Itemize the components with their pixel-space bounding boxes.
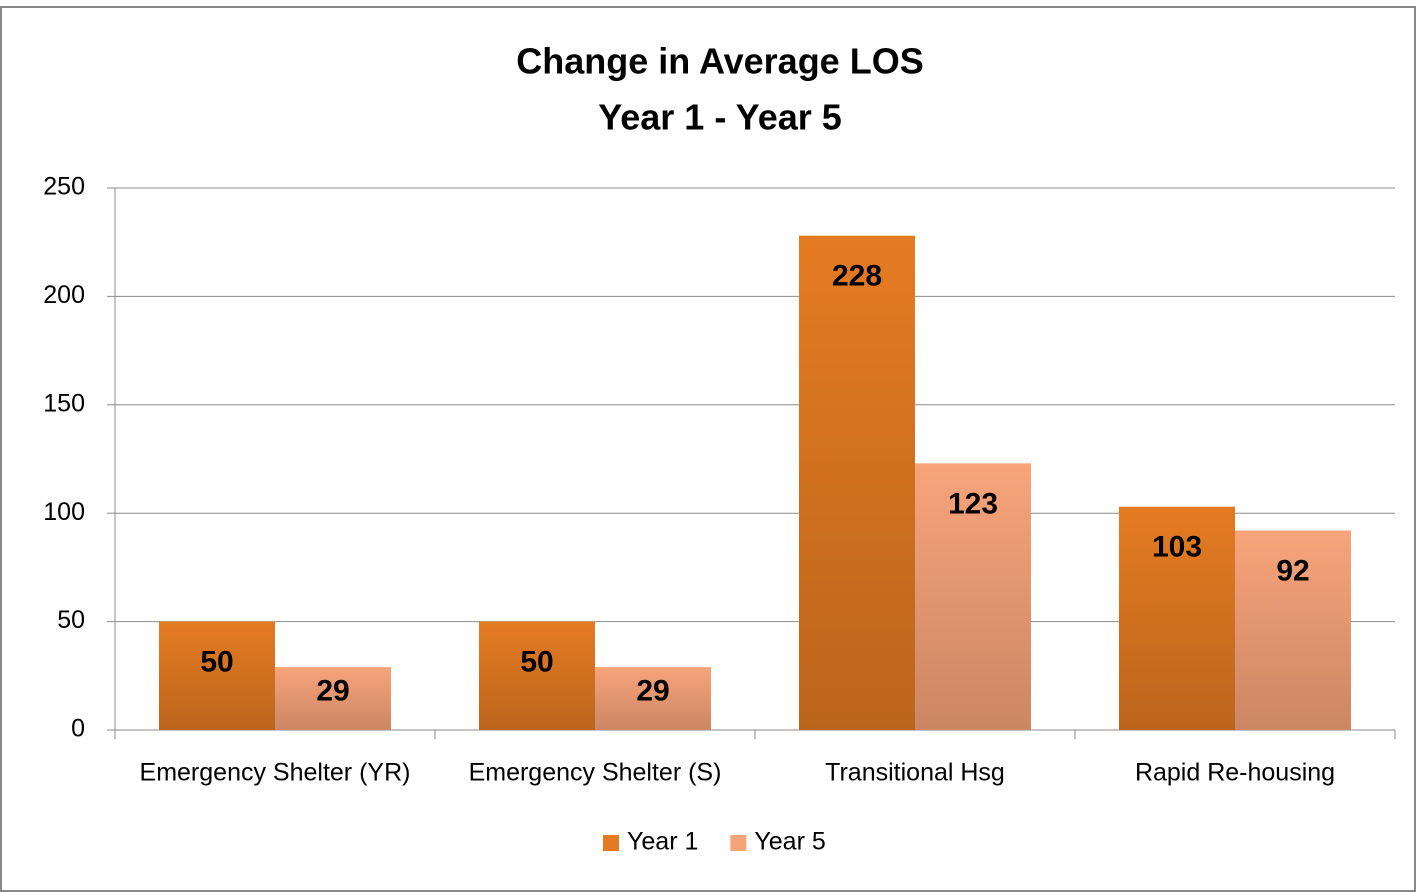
y-tick-label: 50 [57, 606, 85, 634]
data-label: 50 [200, 646, 233, 679]
data-label: 29 [636, 674, 669, 707]
legend-label: Year 5 [754, 828, 825, 856]
data-label: 228 [832, 260, 882, 293]
chart-subtitle: Year 1 - Year 5 [598, 97, 842, 138]
y-tick-label: 100 [43, 498, 85, 526]
legend-swatch [603, 835, 619, 851]
y-tick-label: 0 [71, 715, 85, 743]
y-tick-label: 150 [43, 389, 85, 417]
bar [799, 235, 915, 731]
data-label: 92 [1276, 554, 1309, 587]
x-tick-label: Transitional Hsg [825, 759, 1005, 787]
chart-frame [0, 6, 1416, 892]
x-tick-label: Emergency Shelter (S) [469, 759, 722, 787]
data-label: 29 [316, 674, 349, 707]
legend-swatch [730, 835, 747, 851]
data-label: 50 [520, 646, 553, 679]
x-tick-label: Rapid Re-housing [1135, 759, 1335, 787]
data-label: 103 [1152, 531, 1202, 564]
chart-title: Change in Average LOS [516, 41, 923, 82]
y-tick-label: 200 [43, 281, 85, 309]
x-tick-label: Emergency Shelter (YR) [140, 759, 411, 787]
data-label: 123 [948, 487, 998, 520]
legend-label: Year 1 [627, 828, 698, 856]
y-tick-label: 250 [43, 173, 85, 201]
